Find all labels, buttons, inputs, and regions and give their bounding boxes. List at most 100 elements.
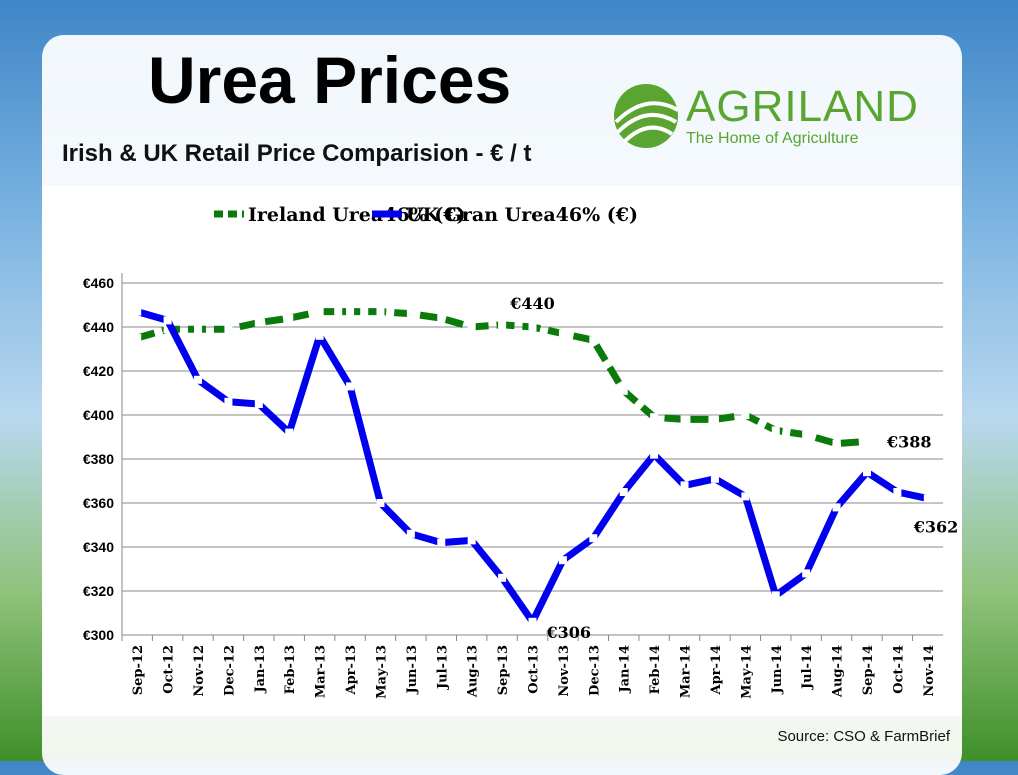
x-tick-label: Sep-13 — [496, 645, 511, 695]
data-point — [710, 415, 719, 424]
data-point — [498, 573, 507, 582]
chart-area: €300 €320 €340 €360 €380 €400 €420 €440 €460 Sep-… — [42, 186, 962, 716]
data-point — [437, 538, 446, 547]
y-tick-label: €360 — [83, 495, 114, 511]
series-line-ireland — [136, 308, 868, 448]
legend-label: Ireland Urea46% (€) — [248, 204, 466, 226]
data-point — [163, 325, 172, 334]
x-tick-label: Mar-13 — [314, 645, 329, 698]
data-point — [346, 382, 355, 391]
data-point — [558, 329, 567, 338]
data-point — [558, 556, 567, 565]
x-tick-label: Jan-14 — [618, 645, 633, 694]
y-tick-label: €440 — [83, 319, 114, 335]
x-tick-label: Mar-14 — [679, 645, 694, 698]
data-point — [528, 617, 537, 626]
data-point — [741, 411, 750, 419]
data-point — [406, 309, 415, 318]
data-point — [802, 569, 811, 578]
data-point — [315, 331, 324, 340]
data-point — [133, 307, 142, 316]
data-point — [832, 503, 841, 512]
data-point — [862, 437, 871, 446]
y-tick-label: €300 — [83, 627, 114, 643]
data-point — [467, 536, 476, 545]
data-point — [923, 494, 932, 503]
x-tick-label: May-13 — [374, 645, 389, 699]
x-tick-label: Dec-13 — [587, 645, 602, 696]
x-tick-label: Feb-14 — [648, 645, 663, 694]
x-tick-label: Jul-14 — [800, 645, 815, 690]
y-tick-label: €320 — [83, 583, 114, 599]
data-point — [133, 334, 142, 342]
data-point — [650, 413, 659, 422]
data-point — [254, 400, 263, 408]
data-point — [498, 320, 507, 329]
data-point — [832, 439, 841, 448]
data-point — [437, 314, 446, 323]
x-tick-label: Apr-14 — [709, 645, 724, 696]
data-point — [802, 430, 811, 439]
x-tick-label: Dec-12 — [222, 645, 237, 696]
line-chart: €300 €320 €340 €360 €380 €400 €420 €440 €460 Sep-… — [83, 204, 959, 699]
slide-title: Urea Prices — [148, 43, 512, 117]
data-point — [194, 325, 203, 334]
x-tick-label: Jul-13 — [435, 645, 450, 690]
data-point — [376, 307, 385, 316]
x-tick-label: Sep-12 — [131, 645, 146, 695]
data-label: €440 — [509, 294, 555, 313]
x-tick-label: Jan-13 — [253, 645, 268, 694]
logo-globe-icon — [614, 84, 679, 148]
data-point — [619, 488, 628, 496]
data-point — [771, 426, 780, 435]
agriland-logo: AGRILAND The Home of Agriculture — [612, 82, 922, 152]
data-point — [346, 307, 355, 316]
data-point — [710, 474, 719, 483]
data-label: €388 — [886, 432, 932, 451]
x-tick-label: Jun-13 — [405, 645, 420, 695]
y-tick-label: €460 — [83, 275, 114, 291]
logo-name: AGRILAND — [686, 82, 919, 131]
x-tick-label: Oct-12 — [162, 645, 177, 694]
data-point — [619, 386, 628, 395]
data-point — [224, 397, 233, 406]
x-tick-label: Nov-13 — [557, 645, 572, 697]
x-tick-label: Jun-14 — [770, 645, 785, 695]
data-point — [163, 316, 172, 325]
y-tick-label: €380 — [83, 451, 114, 467]
data-label: €306 — [546, 623, 592, 642]
x-tick-label: Nov-12 — [192, 645, 207, 697]
data-point — [741, 492, 750, 501]
x-tick-label: Oct-13 — [527, 645, 542, 694]
legend-label: UK Gran Urea46% (€) — [406, 204, 638, 226]
x-tick-label: Aug-14 — [831, 645, 846, 698]
data-point — [315, 307, 324, 316]
x-tick-label: Apr-13 — [344, 645, 359, 696]
data-point — [467, 323, 476, 331]
x-tick-label: Sep-14 — [861, 645, 876, 695]
x-tick-label: Oct-14 — [891, 645, 906, 694]
data-point — [589, 336, 598, 345]
x-tick-label: May-14 — [739, 645, 754, 699]
data-point — [893, 488, 902, 496]
x-tick-label: Nov-14 — [922, 645, 937, 697]
data-point — [771, 591, 780, 600]
data-point — [650, 450, 659, 459]
x-tick-label: Feb-13 — [283, 645, 298, 694]
data-point — [862, 468, 871, 477]
logo-tagline: The Home of Agriculture — [686, 130, 859, 147]
data-point — [376, 499, 385, 507]
data-point — [285, 314, 294, 323]
data-point — [680, 481, 689, 490]
y-tick-label: €420 — [83, 363, 114, 379]
slide-subtitle: Irish & UK Retail Price Comparision - € … — [62, 140, 532, 167]
x-tick-label: Aug-13 — [466, 645, 481, 698]
data-point — [194, 375, 203, 384]
data-point — [285, 428, 294, 437]
source-note: Source: CSO & FarmBrief — [777, 728, 950, 745]
data-label: €362 — [913, 518, 959, 537]
data-point — [254, 318, 263, 327]
data-point — [406, 529, 415, 538]
data-point — [589, 534, 598, 543]
data-point — [224, 325, 233, 334]
